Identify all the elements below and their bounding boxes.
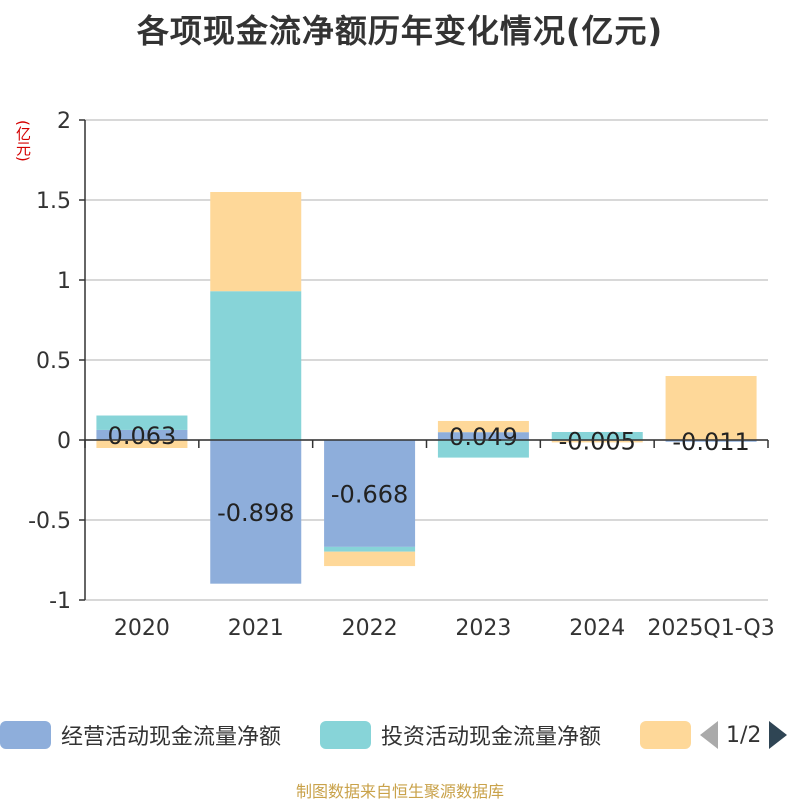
- bar-operating: [437, 432, 529, 440]
- y-tick-label: 0: [57, 429, 71, 454]
- bar-financing: [210, 192, 302, 292]
- legend-prev-page-icon[interactable]: [700, 721, 718, 749]
- bar-financing: [551, 440, 643, 443]
- bar-investing: [551, 432, 643, 440]
- x-category-label: 2023: [455, 616, 511, 641]
- legend-label-investing: 投资活动现金流量净额: [381, 725, 602, 750]
- legend-swatch-financing: [640, 721, 691, 749]
- bar-financing: [437, 420, 529, 433]
- legend-next-page-icon[interactable]: [769, 721, 788, 749]
- bar-financing: [665, 376, 757, 440]
- bar-investing: [96, 415, 188, 430]
- x-category-label: 2022: [342, 616, 398, 641]
- bar-data-label: -0.005: [559, 427, 636, 455]
- y-tick-label: -1: [49, 589, 71, 614]
- bar-investing: [324, 546, 416, 552]
- bar-operating: [96, 429, 188, 440]
- legend-swatch-investing: [320, 721, 371, 749]
- y-tick-label: 1: [57, 269, 71, 294]
- bar-data-label: 0.049: [449, 423, 518, 451]
- x-category-label: 2021: [228, 616, 284, 641]
- bar-data-label: 0.063: [108, 422, 177, 450]
- legend-item-financing[interactable]: [640, 718, 691, 752]
- legend-item-investing[interactable]: 投资活动现金流量净额: [320, 718, 601, 752]
- bar-operating: [665, 440, 757, 442]
- source-footer: 制图数据来自恒生聚源数据库: [295, 782, 504, 801]
- legend-label-operating: 经营活动现金流量净额: [61, 725, 282, 750]
- bar-data-label: -0.011: [672, 428, 749, 456]
- bar-data-label: -0.668: [331, 480, 408, 508]
- y-tick-label: 1.5: [36, 189, 71, 214]
- bar-operating: [210, 440, 302, 584]
- x-category-label: 2024: [569, 616, 625, 641]
- x-category-label: 2025Q1-Q3: [647, 616, 774, 641]
- bar-financing: [96, 440, 188, 448]
- bar-investing: [210, 291, 302, 440]
- y-tick-label: 0.5: [36, 349, 71, 374]
- stacked-bar-chart: -1 -0.5 0 0.5 1 1.5 2 0.063 -0.898 -0.668 0.049 -0.…: [28, 109, 775, 641]
- y-tick-label: 2: [57, 109, 71, 134]
- y-tick-label: -0.5: [28, 509, 71, 534]
- bar-data-label: -0.898: [217, 499, 294, 527]
- legend: 经营活动现金流量净额 投资活动现金流量净额: [0, 718, 800, 752]
- bar-operating: [324, 440, 416, 547]
- legend-page-indicator: 1/2: [726, 722, 762, 748]
- x-category-label: 2020: [114, 616, 170, 641]
- legend-pager: 1/2: [700, 718, 788, 752]
- bar-financing: [324, 551, 416, 567]
- chart-title: 各项现金流净额历年变化情况(亿元): [136, 12, 664, 50]
- legend-item-operating[interactable]: 经营活动现金流量净额: [0, 718, 281, 752]
- bar-investing: [437, 440, 529, 458]
- y-axis-unit-label: (亿元): [14, 120, 32, 162]
- legend-swatch-operating: [0, 721, 51, 749]
